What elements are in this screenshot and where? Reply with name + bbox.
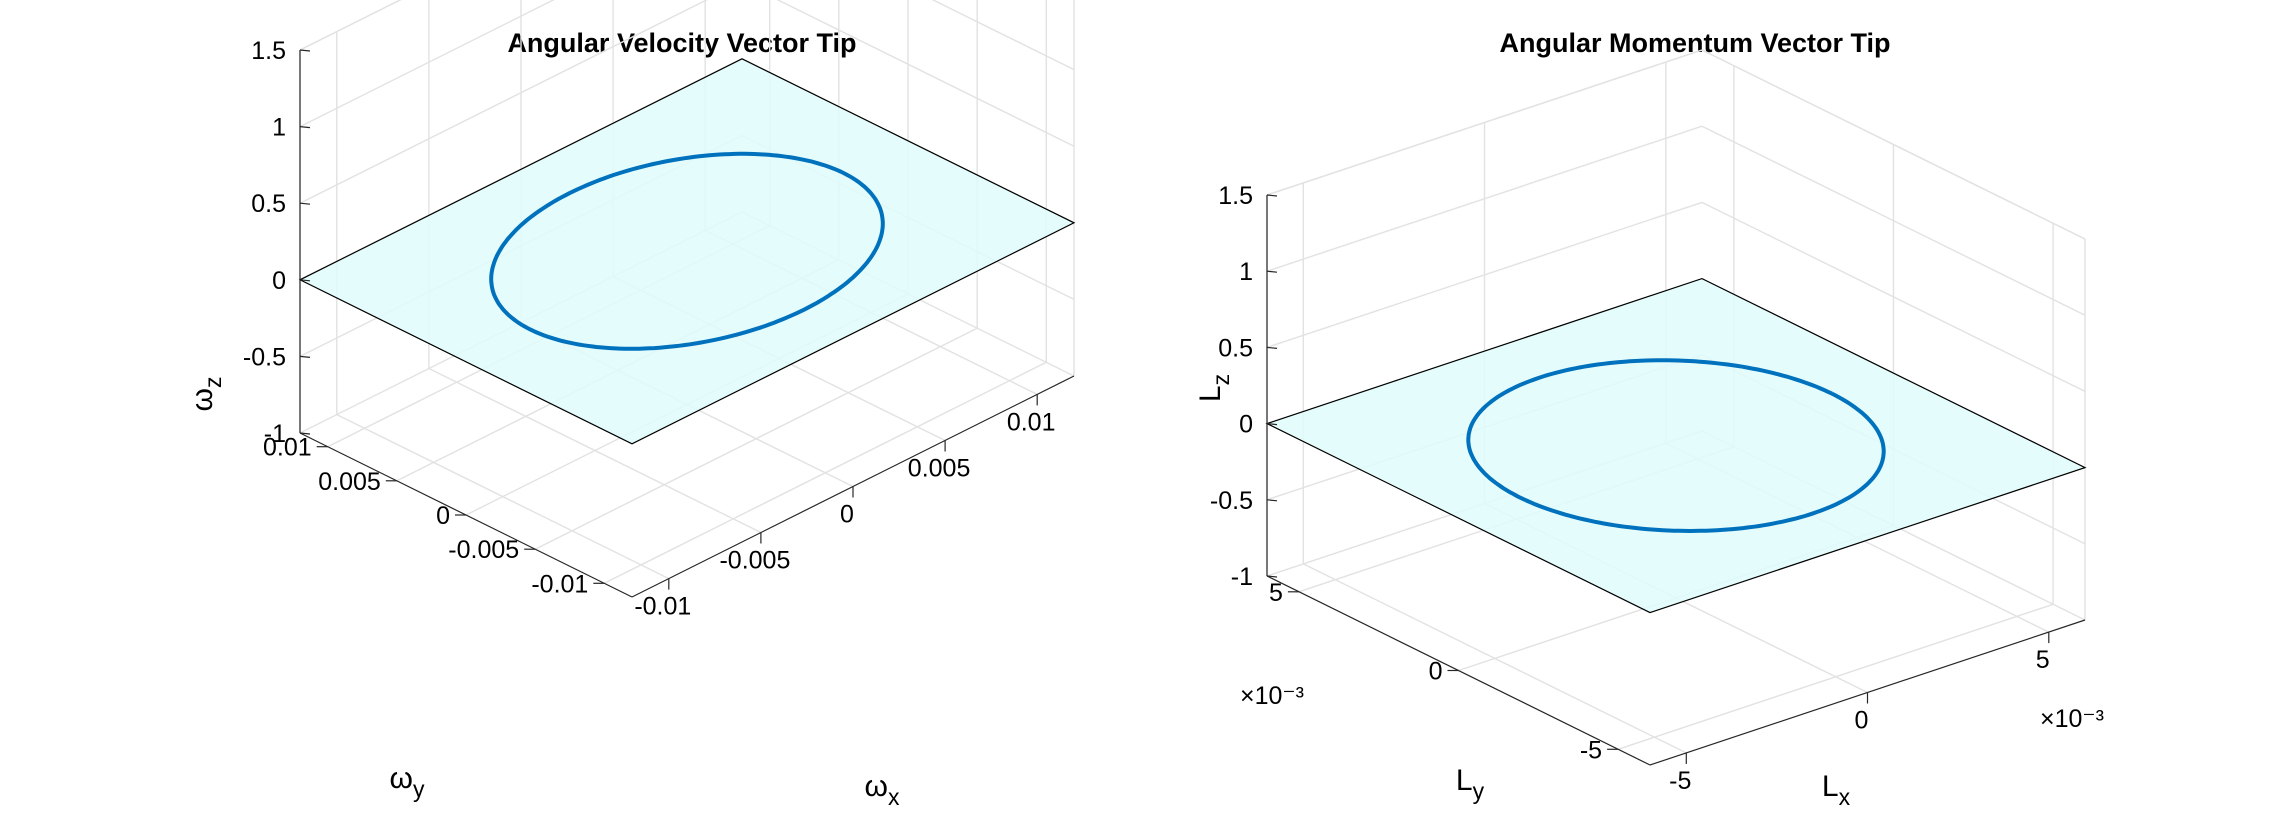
wall-gridline-z2 xyxy=(931,0,1075,71)
z-axis-label-sub: z xyxy=(1208,374,1234,386)
y-tick-label: 5 xyxy=(1269,579,1283,607)
z-tick xyxy=(1266,423,1278,426)
z-axis-label: Lz xyxy=(1194,374,1234,402)
y-axis-label-main: ω xyxy=(390,762,413,795)
plane-z0 xyxy=(1265,277,2087,614)
wall-gridline-z xyxy=(1266,125,1703,272)
x-exponent-label: ×10⁻³ xyxy=(2040,705,2104,733)
x-tick-label: 0.01 xyxy=(1007,408,1056,436)
z-tick xyxy=(299,355,311,358)
z-axis-label-main: ω xyxy=(186,388,219,411)
z-tick-label: 0.5 xyxy=(1218,334,1253,362)
y-tick-label: 0 xyxy=(1429,658,1443,686)
box-edge xyxy=(1266,49,1703,196)
z-tick-label: -1 xyxy=(1231,563,1253,591)
chart-title: Angular Velocity Vector Tip xyxy=(507,28,856,58)
z-tick xyxy=(299,49,311,52)
box-edge xyxy=(1701,49,2086,240)
y-tick-label: 0.005 xyxy=(318,468,381,496)
y-axis-label-sub: y xyxy=(1473,778,1485,804)
z-tick xyxy=(1266,270,1278,273)
z-tick-label: 1 xyxy=(272,114,286,142)
wall-gridline-z2 xyxy=(1701,201,2086,393)
wall-gridline-z2 xyxy=(1701,125,2086,316)
z-tick-label: 0 xyxy=(1239,411,1253,439)
y-tick-label: -5 xyxy=(1580,736,1602,764)
z-tick-label: 1.5 xyxy=(1218,182,1253,210)
z-tick xyxy=(1266,346,1278,349)
x-tick-label: 0 xyxy=(840,501,854,529)
box-edge xyxy=(299,0,402,51)
y-axis-label: Ly xyxy=(1456,764,1485,804)
axes-1: Angular Velocity Vector Tip -1 -0.5 0 0.5 1 1.… xyxy=(186,0,1076,810)
z-axis-label: ωz xyxy=(186,377,226,412)
wall-gridline-z2 xyxy=(776,0,1075,147)
y-axis-label-sub: y xyxy=(413,776,425,802)
z-tick xyxy=(1266,194,1278,197)
x-axis-label-main: ω xyxy=(865,770,888,803)
z-tick xyxy=(1266,499,1278,502)
x-tick-label: -0.005 xyxy=(719,547,790,575)
y-axis-label-main: L xyxy=(1456,764,1473,797)
wall-gridline-z xyxy=(299,0,708,204)
z-tick xyxy=(299,126,311,129)
y-tick-label: -0.01 xyxy=(531,570,588,598)
z-tick-label: -0.5 xyxy=(243,343,286,371)
z-tick xyxy=(299,279,311,282)
axes-2: Angular Momentum Vector Tip -1 -0.5 0 0.5 1 1.… xyxy=(1194,28,2104,810)
plane-z0 xyxy=(298,58,1076,445)
wall-gridline-z xyxy=(299,0,555,128)
z-tick-label: -1 xyxy=(264,420,286,448)
y-tick-label: -0.005 xyxy=(448,536,519,564)
wall-gridline-z xyxy=(1266,201,1703,349)
z-axis-label-main: L xyxy=(1194,385,1227,402)
x-tick-label: 0 xyxy=(1855,707,1869,735)
z-tick xyxy=(299,202,311,205)
y-axis-label: ωy xyxy=(390,762,425,802)
z-tick xyxy=(1266,575,1278,578)
floor-gridline-y xyxy=(1617,603,2054,750)
x-axis-label: Lx xyxy=(1822,770,1851,810)
z-axis-label-sub: z xyxy=(200,377,226,389)
z-tick-label: 0 xyxy=(272,267,286,295)
chart-title: Angular Momentum Vector Tip xyxy=(1499,28,1890,58)
x-tick-label: -0.01 xyxy=(634,593,691,621)
series-curve xyxy=(489,151,885,351)
z-tick xyxy=(299,432,311,435)
z-tick-label: 1.5 xyxy=(251,37,286,65)
x-tick-label: 0.005 xyxy=(908,454,971,482)
z-tick-label: 0.5 xyxy=(251,190,286,218)
y-tick-label: 0.01 xyxy=(263,434,312,462)
x-axis-label-sub: x xyxy=(888,784,900,810)
y-tick-label: 0 xyxy=(436,502,450,530)
floor-gridline-y xyxy=(603,361,1047,584)
z-tick-label: -0.5 xyxy=(1210,487,1253,515)
x-axis-label-sub: x xyxy=(1839,784,1851,810)
x-axis-label: ωx xyxy=(865,770,900,810)
z-tick-label: 1 xyxy=(1239,258,1253,286)
floor-gridline-y xyxy=(534,327,978,550)
x-tick-label: -5 xyxy=(1669,767,1691,795)
series-curve xyxy=(1466,358,1886,534)
x-axis-label-main: L xyxy=(1822,770,1839,803)
x-tick-label: 5 xyxy=(2036,646,2050,674)
y-exponent-label: ×10⁻³ xyxy=(1240,682,1304,710)
